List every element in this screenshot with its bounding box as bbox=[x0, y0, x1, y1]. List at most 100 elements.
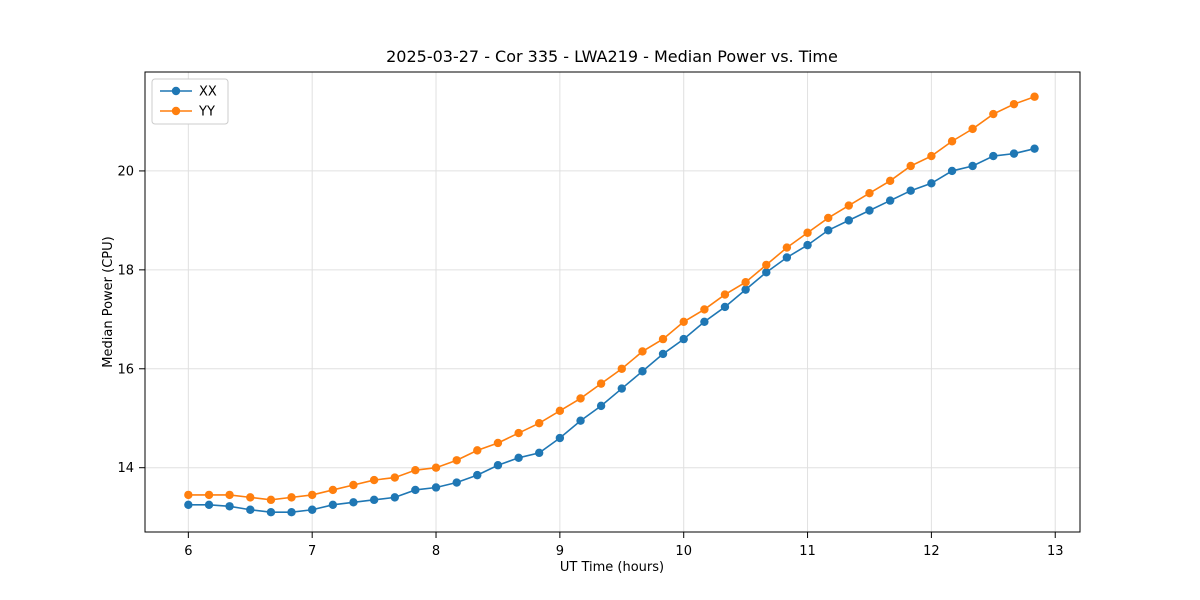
data-point-xx bbox=[782, 253, 792, 262]
data-point-yy bbox=[679, 317, 688, 326]
y-tick-label: 14 bbox=[117, 461, 134, 476]
legend-marker-xx bbox=[171, 86, 181, 96]
data-point-yy bbox=[927, 151, 936, 161]
series-line-yy bbox=[188, 95, 1035, 501]
data-point-xx bbox=[720, 302, 730, 312]
data-point-yy bbox=[989, 109, 998, 119]
data-point-xx bbox=[989, 151, 998, 161]
data-point-xx bbox=[762, 268, 771, 277]
data-point-xx bbox=[307, 505, 317, 514]
data-point-xx bbox=[555, 433, 565, 443]
data-point-yy bbox=[1009, 99, 1019, 109]
data-point-yy bbox=[452, 456, 461, 465]
x-tick-label: 10 bbox=[675, 544, 692, 559]
x-tick-label: 13 bbox=[1047, 544, 1064, 559]
data-point-yy bbox=[865, 188, 874, 198]
x-tick-label: 11 bbox=[799, 544, 816, 559]
data-point-yy bbox=[596, 379, 606, 388]
data-point-yy bbox=[307, 490, 317, 500]
data-point-yy bbox=[803, 228, 812, 237]
plot-frame bbox=[144, 71, 1081, 533]
ticks: 6 7 8 9 10 11 12 13 14 16 18 20 bbox=[117, 164, 1063, 559]
data-point-yy bbox=[782, 243, 792, 252]
data-point-yy bbox=[369, 475, 379, 485]
data-point-xx bbox=[1030, 144, 1039, 153]
x-tick-label: 9 bbox=[556, 544, 564, 559]
y-tick-label: 18 bbox=[117, 263, 134, 278]
data-point-xx bbox=[679, 334, 688, 344]
legend-label-yy: YY bbox=[198, 105, 215, 120]
y-tick-label: 16 bbox=[117, 362, 134, 377]
y-tick-label: 20 bbox=[117, 164, 134, 179]
data-point-yy bbox=[411, 465, 420, 475]
data-point-yy bbox=[493, 438, 503, 448]
data-point-xx bbox=[803, 240, 812, 250]
data-point-xx bbox=[576, 416, 585, 425]
data-point-yy bbox=[844, 201, 853, 210]
data-point-yy bbox=[885, 176, 895, 186]
data-point-xx bbox=[225, 502, 234, 511]
data-point-xx bbox=[1009, 149, 1019, 158]
data-point-yy bbox=[390, 473, 399, 482]
data-point-yy bbox=[638, 347, 647, 356]
data-point-yy bbox=[1030, 92, 1039, 101]
data-point-yy bbox=[287, 493, 296, 502]
data-point-yy bbox=[720, 290, 730, 299]
data-point-xx bbox=[617, 384, 626, 393]
data-point-xx bbox=[596, 401, 606, 411]
grid bbox=[145, 72, 1080, 532]
data-point-xx bbox=[246, 505, 255, 514]
data-point-xx bbox=[638, 367, 647, 376]
data-point-xx bbox=[431, 483, 441, 492]
data-point-xx bbox=[184, 500, 193, 509]
data-point-xx bbox=[700, 317, 709, 326]
data-point-yy bbox=[204, 490, 214, 500]
data-point-yy bbox=[576, 394, 585, 403]
data-point-xx bbox=[266, 508, 276, 517]
data-point-yy bbox=[514, 428, 523, 438]
data-point-yy bbox=[555, 406, 565, 416]
data-point-yy bbox=[947, 137, 957, 146]
data-point-xx bbox=[369, 495, 379, 505]
data-point-yy bbox=[225, 490, 234, 500]
data-point-yy bbox=[349, 480, 358, 490]
data-point-xx bbox=[947, 166, 957, 176]
data-point-xx bbox=[411, 485, 420, 495]
data-point-yy bbox=[328, 485, 338, 495]
data-point-xx bbox=[906, 186, 915, 195]
data-point-yy bbox=[534, 418, 544, 428]
data-point-xx bbox=[493, 461, 503, 470]
data-point-yy bbox=[824, 213, 833, 223]
y-axis-label: Median Power (CPU) bbox=[101, 236, 116, 367]
data-point-yy bbox=[266, 495, 276, 505]
data-point-yy bbox=[968, 124, 977, 134]
data-point-xx bbox=[658, 349, 668, 359]
legend-marker-yy bbox=[171, 106, 181, 116]
data-point-xx bbox=[968, 161, 977, 171]
data-point-xx bbox=[204, 500, 214, 509]
data-point-yy bbox=[658, 334, 668, 344]
data-point-yy bbox=[184, 490, 193, 500]
data-point-yy bbox=[617, 364, 626, 373]
data-point-xx bbox=[824, 226, 833, 235]
legend: XX YY bbox=[151, 78, 229, 125]
data-point-xx bbox=[741, 285, 750, 294]
data-point-xx bbox=[844, 216, 853, 225]
data-point-yy bbox=[473, 446, 482, 455]
data-point-xx bbox=[927, 179, 936, 188]
data-point-xx bbox=[349, 498, 358, 507]
data-point-xx bbox=[390, 493, 399, 502]
data-point-xx bbox=[452, 478, 461, 487]
data-point-yy bbox=[700, 305, 709, 314]
data-point-xx bbox=[328, 500, 338, 509]
x-tick-label: 12 bbox=[923, 544, 940, 559]
data-point-yy bbox=[246, 493, 255, 502]
data-point-xx bbox=[865, 206, 874, 215]
x-tick-label: 8 bbox=[432, 544, 440, 559]
data-point-xx bbox=[534, 448, 544, 458]
chart-title: 2025-03-27 - Cor 335 - LWA219 - Median P… bbox=[386, 47, 838, 66]
data-point-xx bbox=[287, 508, 296, 517]
data-point-yy bbox=[906, 161, 915, 171]
